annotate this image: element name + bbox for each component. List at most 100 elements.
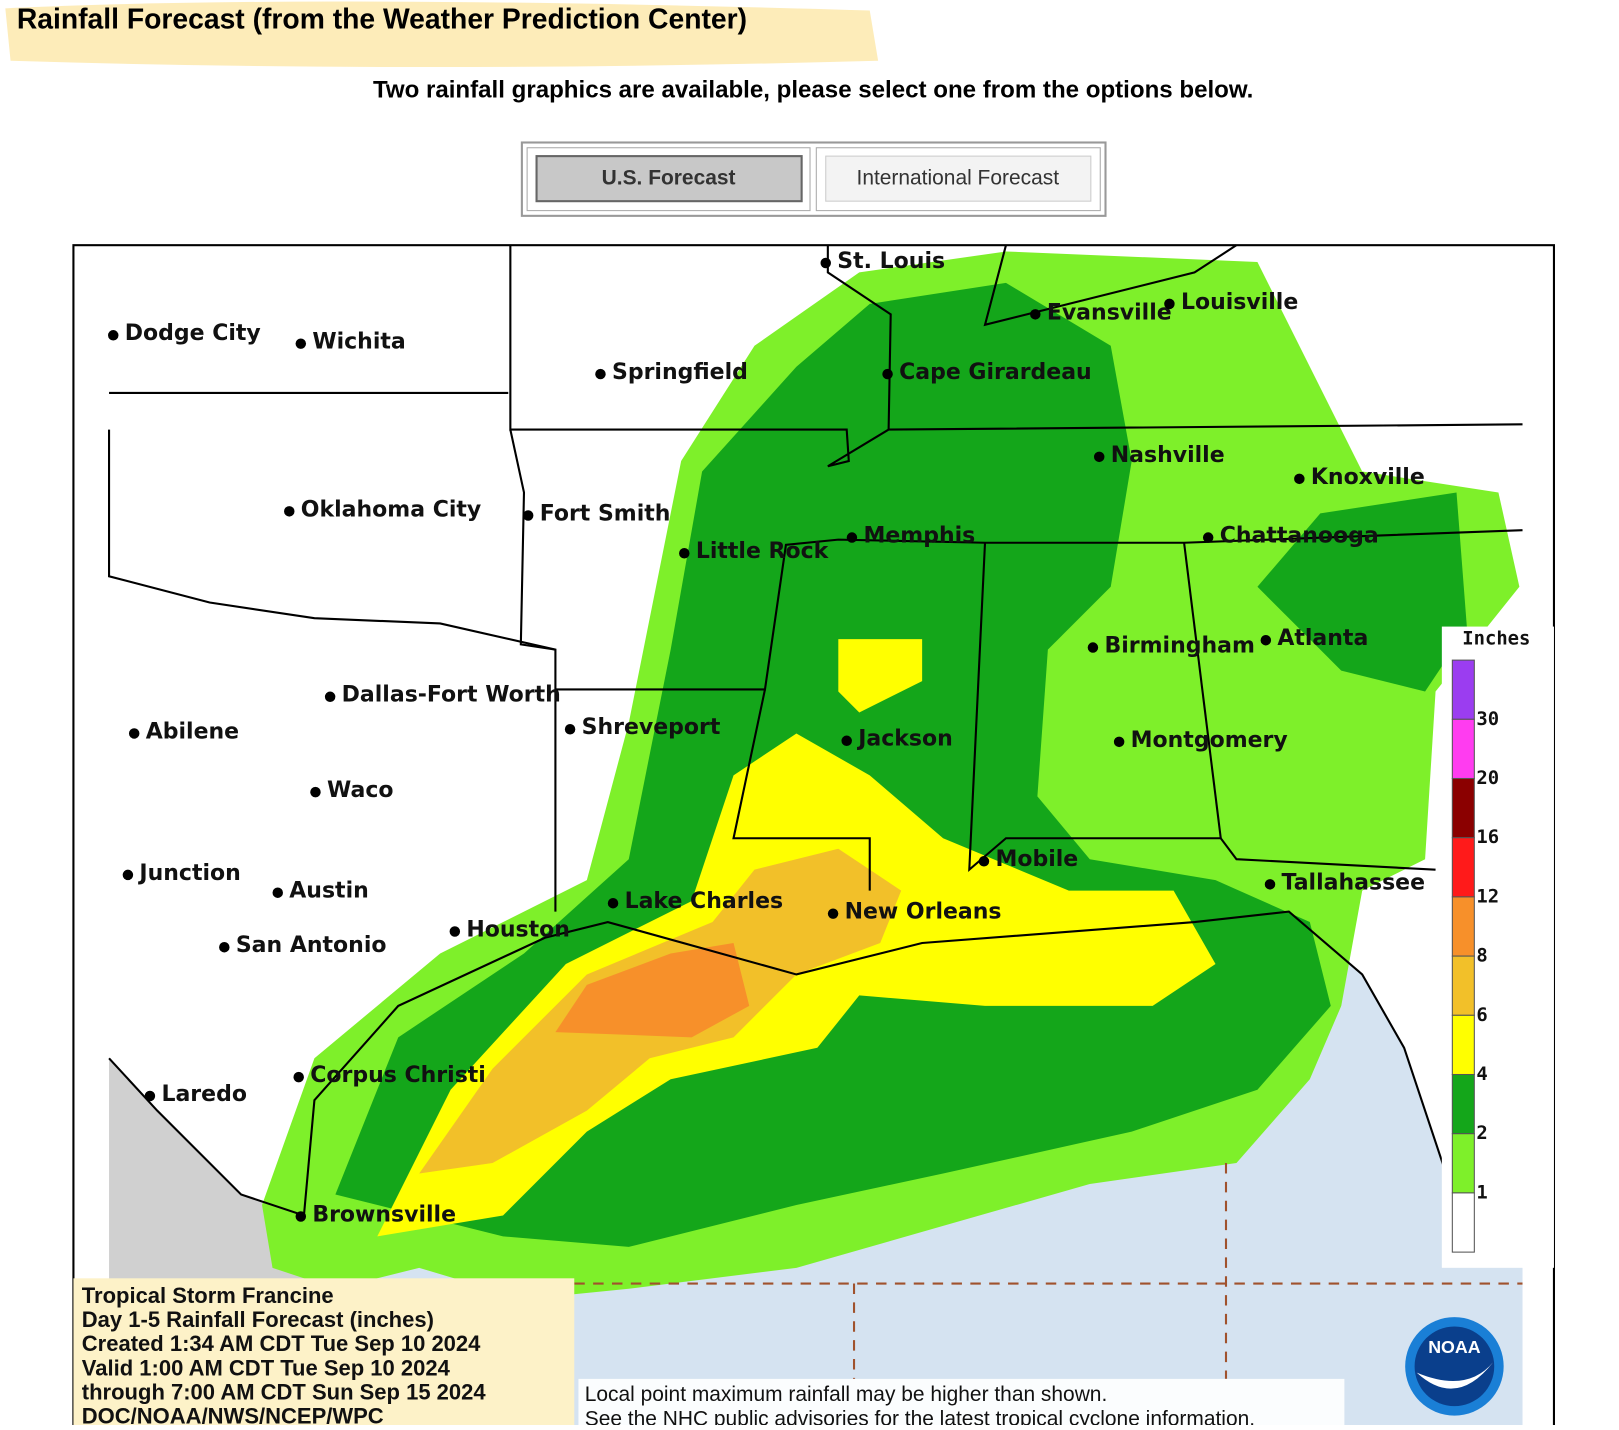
city-dot [144, 1090, 156, 1102]
map: St. Louis Evansville Louisville Dodge City W… [72, 244, 1556, 1430]
city-dot [449, 926, 461, 937]
legend-tick: 12 [1476, 885, 1499, 907]
city-label: St. Louis [837, 249, 945, 274]
city-dot [1294, 473, 1305, 485]
legend-swatch [1451, 777, 1475, 839]
city-label: Dodge City [125, 321, 261, 346]
legend-tick: 2 [1476, 1122, 1487, 1144]
info-line: DOC/NOAA/NWS/NCEP/WPC [82, 1403, 384, 1425]
legend-swatch [1451, 659, 1475, 720]
tab-frame [815, 147, 1101, 212]
legend-swatch [1451, 955, 1475, 1016]
city-label: Evansville [1047, 300, 1172, 325]
city-label: Nashville [1111, 443, 1225, 468]
city-label: Dallas-Fort Worth [342, 683, 561, 708]
info-line: Day 1-5 Rainfall Forecast (inches) [82, 1307, 434, 1332]
zone-lines [574, 1163, 1523, 1379]
city-label: Junction [137, 861, 240, 886]
tab-label[interactable]: U.S. Forecast [602, 167, 736, 190]
city-dot [607, 897, 619, 909]
noaa-logo-inner [1414, 1326, 1495, 1407]
note-line: Local point maximum rainfall may be high… [585, 1383, 1108, 1406]
city-dot [284, 506, 295, 517]
city-label: Shreveport [582, 715, 721, 740]
legend-tick: 30 [1476, 708, 1499, 730]
highlight [5, 1, 879, 68]
legend-swatch [1451, 1073, 1475, 1135]
legend: 30 20 16 12 8 6 4 2 1 [1451, 659, 1499, 1253]
city-label: Abilene [146, 719, 239, 744]
city-dot [882, 368, 893, 380]
city-dot [1264, 879, 1276, 890]
tab-frame [526, 147, 811, 212]
noaa-gull [1416, 1362, 1494, 1389]
city-label: Birmingham [1104, 633, 1254, 658]
noaa-text: NOAA [1428, 1337, 1481, 1357]
city-label: Houston [466, 917, 570, 942]
city-dot [564, 724, 576, 735]
rain-2in [1257, 492, 1467, 692]
city-label: Springfield [612, 360, 748, 385]
rain-8in [555, 943, 750, 1038]
city-dot [841, 735, 852, 747]
legend-swatch [1451, 1133, 1475, 1194]
city-label: Atlanta [1277, 626, 1368, 651]
legend-title: Inches [1462, 628, 1530, 650]
city-dot [1113, 736, 1125, 748]
legend-swatch [1451, 1014, 1475, 1076]
legend-swatch [1451, 1192, 1475, 1253]
tab-label[interactable]: International Forecast [857, 167, 1060, 190]
city-label: Memphis [863, 523, 975, 548]
city-dot [1030, 309, 1041, 320]
city-dot [128, 728, 140, 739]
city-label: Fort Smith [540, 501, 671, 526]
city-dot [820, 257, 831, 269]
legend-tick: 6 [1476, 1004, 1487, 1026]
legend-swatch [1451, 718, 1475, 780]
city-label: Little Rock [696, 539, 830, 564]
city-dot [1164, 298, 1175, 310]
info-line: Created 1:34 AM CDT Tue Sep 10 2024 [82, 1331, 481, 1356]
city-label: Waco [327, 778, 393, 803]
city-label: Knoxville [1311, 465, 1425, 490]
rain-4in [838, 639, 923, 713]
city-dot [679, 547, 690, 559]
legend-swatch [1451, 896, 1475, 957]
city-dot [108, 330, 119, 341]
note-box [578, 1378, 1345, 1430]
subtitle: Two rainfall graphics are available, ple… [373, 77, 1253, 104]
city-dot [827, 908, 839, 919]
legend-tick: 20 [1476, 767, 1499, 789]
legend-tick: 16 [1476, 826, 1499, 848]
city-label: New Orleans [845, 900, 1002, 925]
note-line: See the NHC public advisories for the la… [585, 1407, 1255, 1425]
city-dot [846, 532, 858, 543]
info-line: Valid 1:00 AM CDT Tue Sep 10 2024 [82, 1355, 451, 1380]
city-dot [1260, 634, 1272, 646]
city-dot [310, 786, 321, 798]
city-label: San Antonio [236, 933, 387, 958]
city-dot [272, 887, 283, 898]
city-label: Tallahassee [1282, 870, 1425, 895]
legend-tick: 8 [1476, 945, 1487, 967]
city-labels: St. Louis Evansville Louisville Dodge City W… [108, 249, 1425, 1227]
legend-swatch [1451, 837, 1475, 898]
info-box [73, 1278, 575, 1430]
city-dot [978, 856, 990, 867]
city-label: Austin [289, 879, 369, 904]
tab-us[interactable] [535, 155, 803, 203]
tab-intl[interactable] [825, 155, 1092, 202]
city-label: Mobile [995, 847, 1078, 872]
city-label: Jackson [856, 727, 953, 752]
city-label: Laredo [161, 1082, 247, 1107]
info-line: through 7:00 AM CDT Sun Sep 15 2024 [82, 1379, 487, 1404]
city-dot [295, 338, 307, 349]
legend-tick: 4 [1476, 1063, 1487, 1085]
info-line: Tropical Storm Francine [82, 1283, 334, 1308]
city-dot [324, 691, 336, 703]
city-label: Louisville [1181, 290, 1298, 315]
city-label: Lake Charles [625, 889, 784, 914]
city-dot [122, 869, 134, 881]
